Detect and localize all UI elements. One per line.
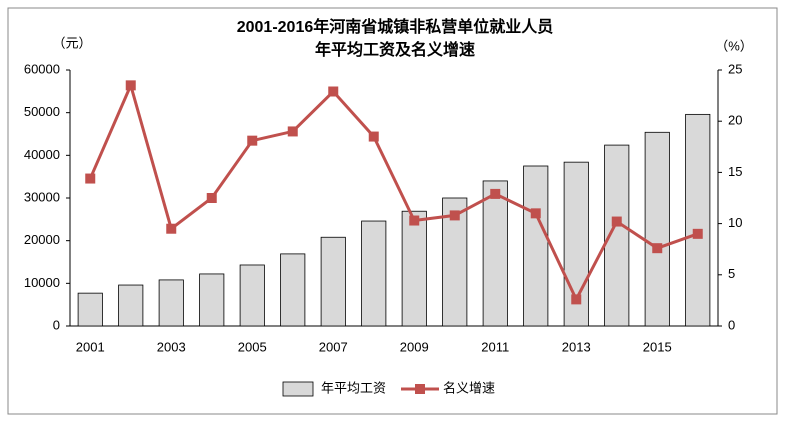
x-tick-label: 2003 [157, 339, 186, 354]
line-marker [247, 135, 258, 146]
bar [280, 253, 306, 327]
line [88, 80, 699, 303]
x-tick-label: 2007 [319, 339, 348, 354]
line-marker [409, 215, 420, 226]
x-tick-label: 2015 [643, 339, 672, 354]
bar [523, 165, 549, 327]
legend-label: 年平均工资 [321, 380, 386, 395]
y-tick-label: 40000 [24, 147, 60, 162]
y-tick-label: 10000 [24, 275, 60, 290]
bar [685, 113, 711, 327]
line-marker [206, 193, 217, 203]
bar [401, 210, 427, 327]
bar [442, 197, 468, 327]
y2-tick-label: 25 [728, 61, 742, 76]
line-marker [652, 243, 663, 254]
line-marker [368, 131, 379, 142]
x-tick-label: 2009 [400, 339, 429, 354]
y2-tick-label: 0 [728, 317, 735, 332]
bar [118, 284, 144, 327]
y2-tick-label: 5 [728, 266, 735, 281]
y2-tick-label: 20 [728, 113, 742, 128]
line-marker [287, 126, 298, 137]
y2-tick-label: 10 [728, 215, 742, 230]
x-tick-label: 2001 [76, 339, 105, 354]
line-marker [328, 86, 339, 97]
frame [7, 7, 778, 415]
bar [239, 264, 265, 327]
line-marker [571, 294, 582, 305]
line-marker [125, 80, 136, 91]
legend-swatch [415, 384, 425, 394]
bar [644, 131, 670, 327]
chart-title: 年平均工资及名义增速 [315, 40, 475, 59]
line-marker [692, 228, 703, 239]
line-marker [490, 188, 501, 199]
bar [320, 236, 346, 327]
x-tick-label: 2011 [481, 339, 509, 354]
bar [77, 292, 103, 327]
line-marker [166, 223, 177, 234]
bar [158, 279, 184, 327]
x-tick-label: 2005 [238, 339, 267, 354]
chart-title: 2001-2016年河南省城镇非私营单位就业人员 [237, 17, 554, 36]
line-marker [449, 210, 460, 221]
line-marker [530, 208, 541, 219]
legend-swatch [282, 381, 314, 397]
y-tick-label: 50000 [24, 104, 60, 119]
y2-tick-label: 15 [728, 164, 742, 179]
line-marker [611, 216, 622, 227]
y-tick-label: 0 [53, 317, 60, 332]
legend-label: 名义增速 [443, 380, 495, 395]
y-tick-label: 30000 [24, 189, 60, 204]
y-tick-label: 20000 [24, 232, 60, 247]
y-axis-label: （元） [52, 35, 91, 50]
y2-axis-label: （%） [715, 38, 753, 53]
x-tick-label: 2013 [562, 339, 591, 354]
bar [361, 220, 387, 327]
bar [199, 273, 225, 327]
bar [482, 180, 508, 327]
y-tick-label: 60000 [24, 61, 60, 76]
line-marker [85, 173, 96, 184]
